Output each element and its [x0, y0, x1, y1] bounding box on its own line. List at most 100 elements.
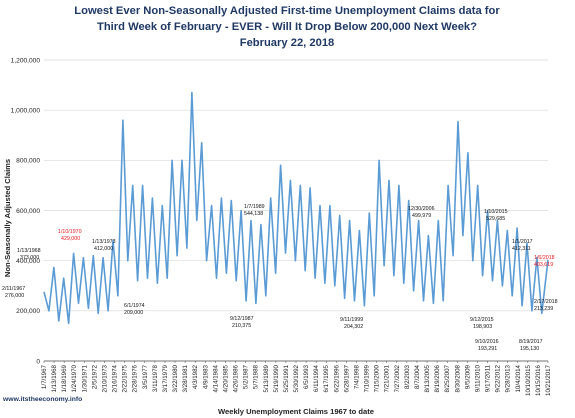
- x-tick-label: 6/22/1996: [333, 364, 340, 392]
- annotation-date: 6/1/1974: [124, 303, 145, 309]
- x-tick-label: 7/27/2002: [394, 364, 401, 392]
- x-tick-label: 9/17/2011: [485, 364, 492, 392]
- annotation-date: 1/10/1970: [58, 229, 82, 235]
- chart-title-line-2: Third Week of February - EVER - Will It …: [97, 21, 477, 33]
- x-tick-label: 6/5/1993: [303, 364, 310, 389]
- annotation-value: 193,291: [478, 346, 497, 352]
- annotation-date: 9/10/2016: [475, 339, 499, 345]
- annotation-date: 2/17/2018: [534, 299, 558, 305]
- annotation-date: 1/1/2017: [512, 239, 533, 245]
- x-tick-label: 8/30/2008: [454, 364, 461, 392]
- annotation-1-13-1973: 1/13/1973 412,000: [92, 239, 116, 252]
- annotation-value: 198,903: [473, 324, 492, 330]
- annotation-value: 209,000: [124, 310, 143, 316]
- y-tick-label: 0: [36, 358, 40, 365]
- annotation-date: 12/30/2006: [408, 206, 435, 212]
- x-tick-label: 6/11/1994: [313, 364, 320, 392]
- annotation-date: 1/13/1968: [17, 248, 41, 254]
- annotation-9-10-2016: 9/10/2016 193,291: [475, 339, 499, 352]
- annotation-value: 429,000: [61, 236, 80, 242]
- x-tick-label: 8/7/2004: [414, 364, 421, 389]
- x-tick-label: 1/13/1968: [51, 364, 58, 392]
- x-tick-label: 8/13/2005: [424, 364, 431, 392]
- x-tick-label: 4/14/1984: [212, 364, 219, 392]
- chart-title-line-3: February 22, 2018: [240, 37, 335, 49]
- x-tick-label: 2/16/1974: [112, 364, 119, 392]
- footer-site: www.itstheeconomy.info: [2, 396, 82, 403]
- x-tick-label: 6/28/1997: [343, 364, 350, 392]
- annotation-1-13-1968: 1/13/1968 373,000: [17, 248, 41, 261]
- annotation-date: 1/13/1973: [92, 239, 116, 245]
- x-tick-label: 3/5/1977: [142, 364, 149, 389]
- annotation-12-30-2006: 12/30/2006 499,979: [408, 206, 435, 219]
- x-tick-label: 2/10/1973: [101, 364, 108, 392]
- y-tick-label: 800,000: [16, 158, 40, 165]
- x-tick-label: 4/9/1983: [202, 364, 209, 389]
- x-tick-label: 3/22/1980: [172, 364, 179, 392]
- y-axis-title: Non-Seasonally Adjusted Claims: [3, 159, 12, 277]
- y-tick-label: 600,000: [16, 208, 40, 215]
- y-axis-ticks: 0 200,000 400,000 600,000 800,000 1,000,000 1,…: [11, 57, 41, 365]
- x-tick-label: 4/26/1986: [233, 364, 240, 392]
- annotation-date: 8/19/2017: [519, 339, 543, 345]
- x-tick-label: 8/25/2007: [444, 364, 451, 392]
- x-tick-label: 5/2/1987: [243, 364, 250, 389]
- x-tick-label: 10/10/2015: [525, 364, 532, 396]
- y-tick-label: 200,000: [16, 308, 40, 315]
- x-tick-label: 1/30/1971: [81, 364, 88, 392]
- annotation-value: 195,130: [520, 346, 539, 352]
- annotation-date: 1/6/2018: [534, 255, 555, 261]
- annotation-9-12-2015: 9/12/2015 198,903: [470, 317, 494, 330]
- annotation-2-11-1967: 2/11/1967 276,000: [2, 286, 25, 299]
- annotation-date: 1/7/1989: [244, 204, 265, 210]
- annotation-date: 1/10/2015: [484, 209, 508, 215]
- annotation-6-1-1974: 6/1/1974 209,000: [124, 303, 145, 316]
- annotation-value: 529,685: [486, 216, 505, 222]
- annotation-date: 9/11/1999: [340, 317, 363, 323]
- annotation-value: 373,000: [20, 255, 39, 261]
- x-tick-label: 2/5/1972: [91, 364, 98, 389]
- annotation-value: 276,000: [5, 293, 24, 299]
- x-tick-label: 7/15/2000: [374, 364, 381, 392]
- annotation-value: 213,239: [534, 306, 553, 312]
- x-tick-label: 5/25/1991: [283, 364, 290, 392]
- annotation-value: 204,302: [344, 324, 363, 330]
- annotation-date: 2/11/1967: [2, 286, 25, 292]
- annotations: 2/11/1967 276,000 1/13/1968 373,000 1/10…: [2, 204, 558, 352]
- gridlines: [44, 59, 548, 312]
- x-tick-label: 9/28/2013: [505, 364, 512, 392]
- annotation-1-7-1989: 1/7/1989 544,138: [244, 204, 265, 217]
- annotation-9-11-1999: 9/11/1999 204,302: [340, 317, 363, 330]
- x-tick-label: 3/11/1978: [152, 364, 159, 392]
- x-tick-label: 1/24/1970: [71, 364, 78, 392]
- annotation-value: 403,619: [534, 262, 553, 268]
- annotation-value: 210,375: [232, 323, 251, 329]
- chart-title-line-1: Lowest Ever Non-Seasonally Adjusted Firs…: [74, 5, 500, 17]
- x-tick-label: 1/7/1967: [41, 364, 48, 389]
- x-tick-label: 4/3/1982: [192, 364, 199, 389]
- annotation-1-10-2015: 1/10/2015 529,685: [484, 209, 508, 222]
- annotation-1-6-2018: 1/6/2018 403,619: [534, 255, 555, 268]
- x-tick-label: 7/4/1998: [353, 364, 360, 389]
- annotation-date: 9/12/2015: [470, 317, 494, 323]
- x-tick-label: 3/28/1981: [182, 364, 189, 392]
- x-tick-label: 5/13/1989: [263, 364, 270, 392]
- annotation-8-19-2017: 8/19/2017 195,130: [519, 339, 543, 352]
- annotation-2-17-2018: 2/17/2018 213,239: [534, 299, 558, 312]
- x-tick-label: 10/15/2016: [535, 364, 542, 396]
- x-tick-label: 9/5/2009: [464, 364, 471, 389]
- annotation-value: 412,000: [94, 246, 113, 252]
- annotation-1-1-2017: 1/1/2017 412,311: [512, 239, 533, 252]
- annotation-9-12-1987: 9/12/1987 210,375: [230, 316, 254, 329]
- annotation-value: 544,138: [244, 211, 263, 217]
- x-tick-label: 6/17/1995: [323, 364, 330, 392]
- x-tick-label: 5/19/1990: [273, 364, 280, 392]
- x-tick-label: 1/18/1969: [61, 364, 68, 392]
- annotation-value: 412,311: [512, 246, 531, 252]
- x-tick-label: 7/21/2001: [384, 364, 391, 392]
- x-axis-title: Weekly Unemployment Claims 1967 to date: [218, 407, 374, 416]
- x-tick-label: 9/22/2012: [495, 364, 502, 392]
- y-tick-label: 1,000,000: [11, 107, 41, 114]
- annotation-date: 9/12/1987: [230, 316, 254, 322]
